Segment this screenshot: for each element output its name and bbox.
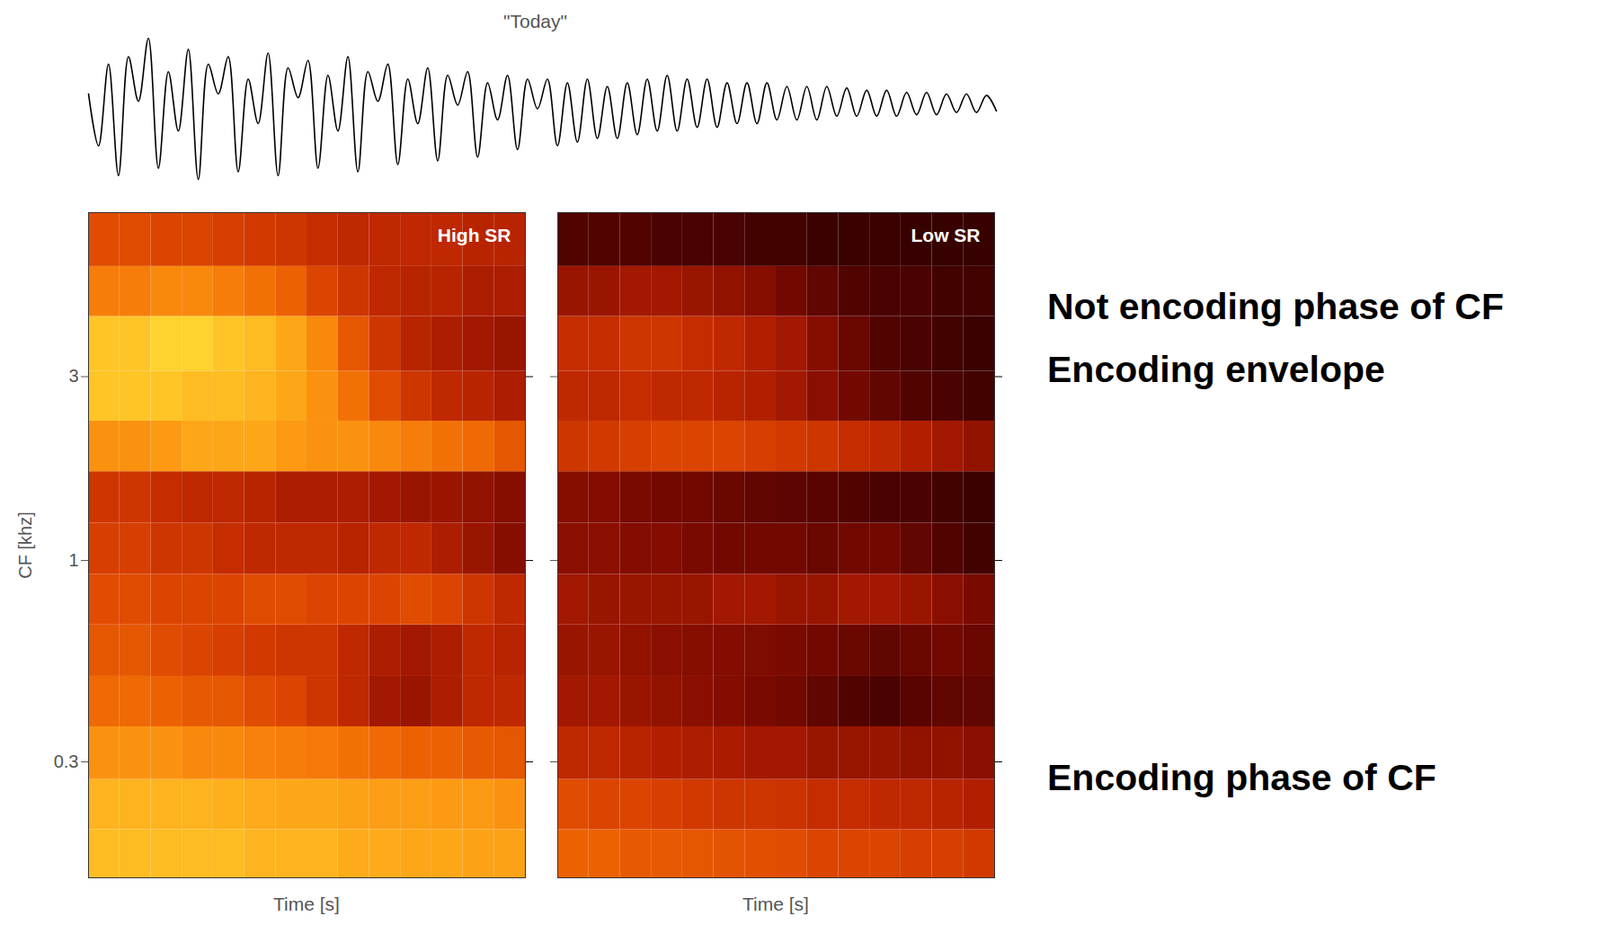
html-text:Not encoding phase of CF: Not encoding phase of CF — [1047, 285, 1504, 328]
html-text:Time [s]: Time [s] — [742, 893, 809, 915]
html-text:Encoding phase of CF: Encoding phase of CF — [1047, 756, 1437, 799]
svg-text:1: 1 — [68, 550, 79, 570]
html-text:Time [s]: Time [s] — [273, 893, 340, 915]
html-text:"Today": "Today" — [503, 10, 568, 32]
html-text:Encoding envelope: Encoding envelope — [1047, 348, 1386, 391]
svg-text:Low SR: Low SR — [911, 224, 981, 246]
svg-text:0.3: 0.3 — [53, 751, 80, 772]
svg-text:CF [khz]: CF [khz] — [15, 511, 36, 578]
svg-text:3: 3 — [68, 365, 79, 386]
svg-text:High SR: High SR — [437, 224, 512, 246]
